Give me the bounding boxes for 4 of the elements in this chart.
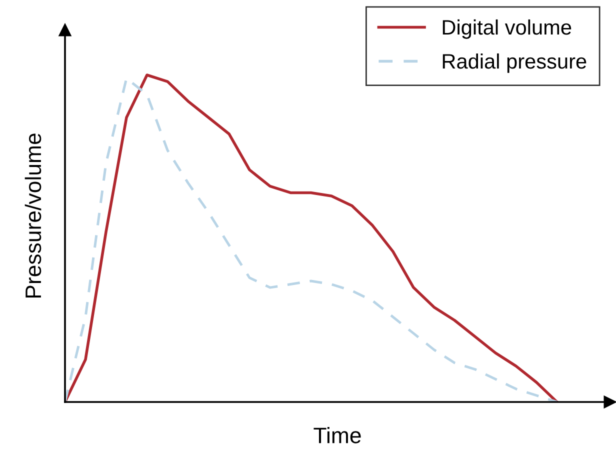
- legend-label: Radial pressure: [442, 53, 586, 73]
- legend-label: Digital volume: [442, 19, 572, 39]
- y-axis-title: Pressure/volume: [24, 134, 42, 298]
- x-axis-title: Time: [314, 427, 361, 444]
